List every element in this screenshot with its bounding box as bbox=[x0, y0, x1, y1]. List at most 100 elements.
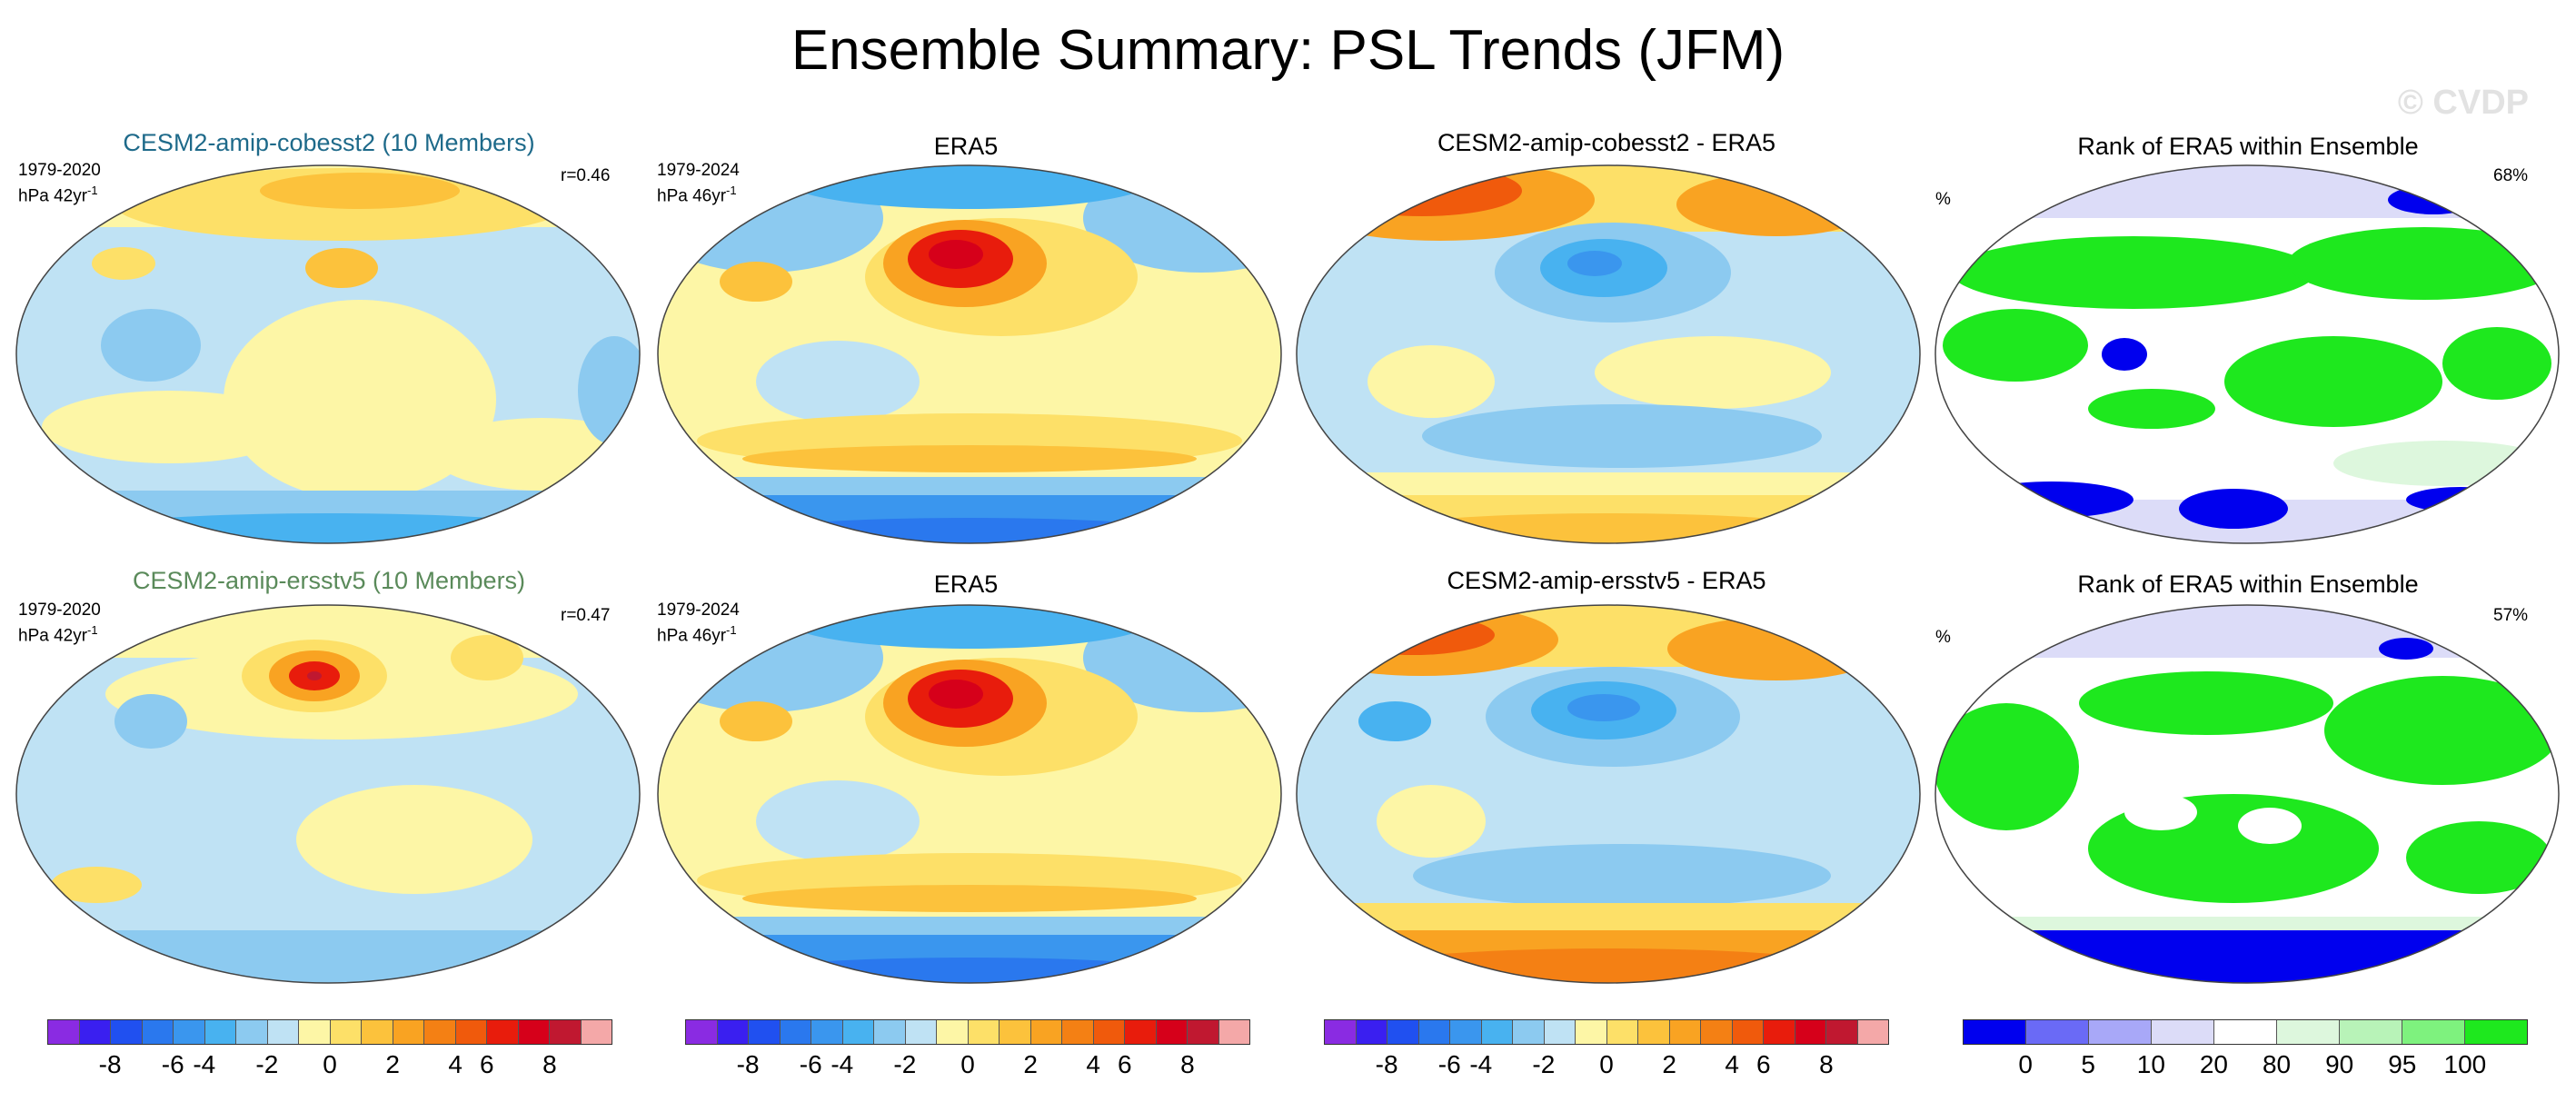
colorbar-tick-label: 2 bbox=[1662, 1050, 1676, 1078]
row1-rank-unit: % bbox=[1935, 190, 1951, 209]
colorbar-swatch bbox=[393, 1020, 424, 1044]
colorbar-tick-label: 0 bbox=[323, 1050, 337, 1078]
colorbar-swatch bbox=[1964, 1020, 2026, 1044]
row1-obs-title: ERA5 bbox=[933, 133, 999, 160]
colorbar-swatch bbox=[1030, 1020, 1062, 1044]
colorbar-swatch bbox=[1188, 1020, 1219, 1044]
colorbar-swatch bbox=[1418, 1020, 1450, 1044]
colorbar-tick-label: 95 bbox=[2388, 1050, 2417, 1078]
row2-rank-map bbox=[1934, 604, 2560, 984]
colorbar-swatch bbox=[362, 1020, 393, 1044]
colorbar-swatch bbox=[267, 1020, 299, 1044]
colorbar-swatch bbox=[1576, 1020, 1607, 1044]
colorbar-tick-label: 8 bbox=[542, 1050, 557, 1078]
row2-obs-period: 1979-2024 bbox=[657, 601, 740, 620]
colorbar-tick-label: 2 bbox=[385, 1050, 400, 1078]
row2-diff-title: CESM2-amip-ersstv5 - ERA5 bbox=[1447, 567, 1766, 594]
row2-obs-trend-map bbox=[657, 604, 1282, 984]
colorbar-swatch bbox=[1638, 1020, 1670, 1044]
colorbar-tick-label: -6 bbox=[161, 1050, 184, 1078]
colorbar-swatch bbox=[1764, 1020, 1795, 1044]
colorbar-tick-label: 0 bbox=[2018, 1050, 2033, 1078]
colorbar-swatch bbox=[1826, 1020, 1858, 1044]
row2-diff-trend-map bbox=[1296, 604, 1921, 984]
colorbar-swatch bbox=[1450, 1020, 1482, 1044]
row2-rank-unit: % bbox=[1935, 628, 1951, 647]
colorbar-swatch bbox=[937, 1020, 969, 1044]
colorbar-swatch bbox=[2026, 1020, 2089, 1044]
colorbar-swatch bbox=[686, 1020, 718, 1044]
colorbar-swatch bbox=[811, 1020, 843, 1044]
row2-rank-percent: 57% bbox=[2493, 606, 2529, 625]
row1-diff-trend-map bbox=[1296, 164, 1921, 544]
colorbar-tick-label: 2 bbox=[1023, 1050, 1038, 1078]
colorbar-tick-label: 0 bbox=[1599, 1050, 1614, 1078]
colorbar-swatch bbox=[1125, 1020, 1157, 1044]
colorbar-swatch bbox=[2152, 1020, 2214, 1044]
row1-model-title: CESM2-amip-cobesst2 (10 Members) bbox=[123, 129, 535, 156]
colorbar-swatch bbox=[1795, 1020, 1826, 1044]
colorbar-swatch bbox=[780, 1020, 811, 1044]
colorbar-swatch bbox=[1093, 1020, 1125, 1044]
colorbar-tick-label: -2 bbox=[255, 1050, 279, 1078]
colorbar-swatch bbox=[2214, 1020, 2277, 1044]
colorbar-tick-label: -6 bbox=[1437, 1050, 1461, 1078]
colorbar-tick-label: 8 bbox=[1180, 1050, 1195, 1078]
colorbar-swatch bbox=[2465, 1020, 2527, 1044]
row1-obs-units: hPa 46yr-1 bbox=[657, 184, 737, 206]
row1-model-units: hPa 42yr-1 bbox=[18, 184, 98, 206]
colorbar-swatch bbox=[1218, 1020, 1249, 1044]
colorbar-swatch bbox=[1156, 1020, 1188, 1044]
colorbar-swatch bbox=[1356, 1020, 1387, 1044]
colorbar-tick-label: 6 bbox=[1755, 1050, 1771, 1078]
rank-colorbar bbox=[1963, 1019, 2528, 1045]
colorbar-tick-label: -4 bbox=[1469, 1050, 1493, 1078]
colorbar-swatch bbox=[749, 1020, 781, 1044]
colorbar-tick-label: 4 bbox=[1725, 1050, 1740, 1078]
colorbar-swatch bbox=[299, 1020, 331, 1044]
colorbar-tick-label: -2 bbox=[1532, 1050, 1556, 1078]
row1-diff-title: CESM2-amip-cobesst2 - ERA5 bbox=[1437, 129, 1776, 156]
colorbar-tick-label: -8 bbox=[736, 1050, 760, 1078]
colorbar-swatch bbox=[842, 1020, 874, 1044]
colorbar-swatch bbox=[1325, 1020, 1357, 1044]
colorbar-swatch bbox=[1513, 1020, 1545, 1044]
colorbar-tick-label: 8 bbox=[1819, 1050, 1834, 1078]
row2-obs-title: ERA5 bbox=[933, 571, 999, 598]
colorbar-tick-label: -2 bbox=[893, 1050, 917, 1078]
colorbar-swatch bbox=[48, 1020, 80, 1044]
colorbar-swatch bbox=[1544, 1020, 1576, 1044]
colorbar-swatch bbox=[142, 1020, 174, 1044]
psl-colorbar-3 bbox=[1324, 1019, 1889, 1045]
colorbar-swatch bbox=[717, 1020, 749, 1044]
colorbar-tick-label: 10 bbox=[2136, 1050, 2165, 1078]
colorbar-tick-label: -4 bbox=[830, 1050, 854, 1078]
colorbar-swatch bbox=[1000, 1020, 1031, 1044]
colorbar-swatch bbox=[204, 1020, 236, 1044]
colorbar-swatch bbox=[2089, 1020, 2152, 1044]
colorbar-tick-label: 5 bbox=[2081, 1050, 2096, 1078]
colorbar-tick-label: 0 bbox=[960, 1050, 975, 1078]
colorbar-tick-label: 100 bbox=[2443, 1050, 2487, 1078]
colorbar-swatch bbox=[455, 1020, 487, 1044]
row2-model-period: 1979-2020 bbox=[18, 601, 101, 620]
colorbar-swatch bbox=[1669, 1020, 1701, 1044]
colorbar-tick-label: -8 bbox=[98, 1050, 122, 1078]
colorbar-swatch bbox=[2340, 1020, 2402, 1044]
colorbar-swatch bbox=[1062, 1020, 1094, 1044]
colorbar-tick-label: 4 bbox=[1086, 1050, 1101, 1078]
colorbar-tick-label: -6 bbox=[799, 1050, 822, 1078]
colorbar-swatch bbox=[1857, 1020, 1888, 1044]
colorbar-swatch bbox=[1606, 1020, 1638, 1044]
colorbar-tick-label: 90 bbox=[2325, 1050, 2354, 1078]
colorbar-swatch bbox=[905, 1020, 937, 1044]
row1-model-trend-map bbox=[15, 164, 641, 544]
colorbar-tick-label: 80 bbox=[2262, 1050, 2292, 1078]
colorbar-swatch bbox=[874, 1020, 906, 1044]
colorbar-swatch bbox=[1481, 1020, 1513, 1044]
colorbar-tick-label: 4 bbox=[448, 1050, 463, 1078]
colorbar-tick-label: 6 bbox=[479, 1050, 494, 1078]
colorbar-swatch bbox=[111, 1020, 143, 1044]
colorbar-tick-label: 20 bbox=[2199, 1050, 2229, 1078]
colorbar-swatch bbox=[2277, 1020, 2340, 1044]
